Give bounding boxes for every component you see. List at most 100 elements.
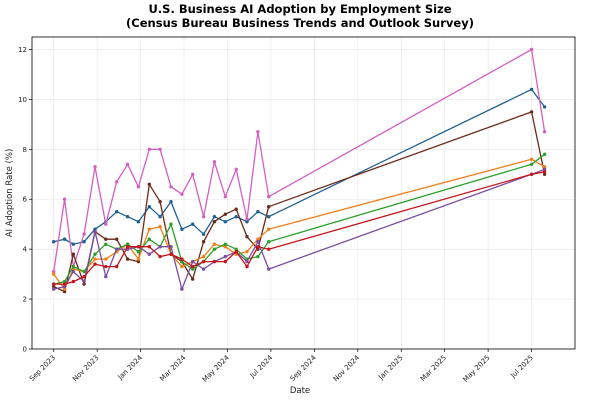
data-point-brown — [125, 257, 130, 261]
data-point-green — [212, 247, 217, 251]
data-point-purple — [256, 240, 260, 244]
data-point-red — [147, 245, 151, 249]
data-point-pink — [93, 165, 97, 169]
y-tick-label: 8 — [23, 146, 27, 154]
data-point-red — [93, 262, 97, 266]
data-point-green — [191, 267, 195, 271]
data-point-orange — [542, 165, 547, 169]
data-point-green — [169, 222, 173, 226]
data-point-brown — [212, 220, 217, 224]
data-point-orange — [223, 245, 227, 249]
data-point-green — [71, 264, 76, 269]
data-point-red — [71, 279, 76, 284]
data-point-orange — [245, 250, 249, 254]
data-point-green — [125, 242, 130, 246]
data-point-purple — [245, 259, 249, 264]
data-point-green — [93, 252, 97, 256]
data-point-brown — [542, 172, 547, 176]
data-point-brown — [52, 284, 56, 289]
data-point-green — [62, 279, 67, 284]
data-point-purple — [104, 274, 108, 279]
data-point-blue — [180, 227, 184, 231]
data-point-red — [158, 254, 162, 259]
data-point-brown — [158, 200, 162, 204]
data-point-pink — [82, 232, 86, 236]
data-point-orange — [93, 257, 97, 261]
data-point-blue — [147, 205, 151, 209]
data-point-green — [542, 152, 547, 156]
data-point-blue — [542, 105, 547, 109]
data-point-green — [147, 237, 151, 241]
data-point-brown — [62, 289, 67, 294]
data-point-blue — [52, 240, 56, 244]
y-tick-label: 2 — [23, 296, 27, 304]
series-red — [52, 170, 547, 286]
data-point-orange — [180, 264, 184, 269]
data-point-blue — [125, 215, 130, 219]
chart-title: U.S. Business AI Adoption by Employment … — [148, 2, 451, 16]
data-point-brown — [191, 277, 195, 281]
data-point-red — [234, 250, 238, 254]
data-point-blue — [256, 210, 260, 214]
data-point-purple — [115, 247, 119, 251]
data-point-blue — [234, 215, 238, 219]
data-point-brown — [104, 237, 108, 241]
data-point-orange — [212, 242, 217, 246]
data-point-red — [52, 282, 56, 286]
data-point-red — [256, 245, 260, 249]
data-point-pink — [136, 185, 141, 189]
data-point-pink — [52, 269, 56, 274]
data-point-purple — [191, 259, 195, 264]
data-point-orange — [136, 257, 141, 261]
data-point-green — [223, 242, 227, 246]
data-point-red — [267, 247, 271, 251]
data-point-brown — [147, 182, 151, 186]
chart-subtitle: (Census Bureau Business Trends and Outlo… — [126, 16, 474, 30]
data-point-red — [125, 245, 130, 249]
data-point-blue — [93, 227, 97, 231]
data-point-red — [82, 274, 86, 279]
data-point-pink — [212, 160, 217, 164]
data-point-orange — [104, 257, 108, 261]
data-point-blue — [169, 200, 173, 204]
data-point-purple — [180, 287, 184, 291]
data-point-blue — [158, 215, 162, 219]
x-axis-label: Date — [290, 386, 310, 396]
data-point-pink — [245, 217, 249, 221]
data-point-purple — [542, 167, 547, 171]
data-point-blue — [245, 220, 249, 224]
data-point-purple — [169, 245, 173, 249]
data-point-pink — [201, 215, 206, 219]
series-pink — [52, 47, 547, 274]
data-point-blue — [191, 222, 195, 226]
data-point-blue — [529, 87, 534, 92]
data-point-brown — [201, 240, 206, 244]
data-point-green — [234, 247, 238, 251]
data-point-purple — [201, 267, 206, 271]
data-point-red — [223, 259, 227, 264]
data-point-brown — [223, 212, 227, 216]
y-tick-label: 10 — [18, 96, 27, 104]
y-tick-label: 12 — [18, 46, 27, 54]
data-point-blue — [71, 242, 76, 246]
data-point-orange — [158, 225, 162, 229]
series-blue — [52, 87, 547, 246]
data-point-blue — [62, 237, 67, 241]
data-point-pink — [529, 47, 534, 52]
data-point-red — [212, 259, 217, 264]
data-point-purple — [82, 279, 86, 284]
data-point-pink — [234, 167, 238, 171]
plot-frame — [31, 36, 576, 350]
data-point-red — [136, 245, 141, 249]
data-point-blue — [115, 210, 119, 214]
data-point-pink — [267, 195, 271, 199]
data-point-orange — [267, 227, 271, 231]
data-point-green — [180, 259, 184, 264]
data-point-brown — [245, 235, 249, 239]
data-point-pink — [542, 130, 547, 134]
data-point-orange — [62, 287, 67, 291]
data-point-pink — [147, 147, 151, 151]
data-point-purple — [52, 287, 56, 291]
data-point-red — [104, 264, 108, 269]
